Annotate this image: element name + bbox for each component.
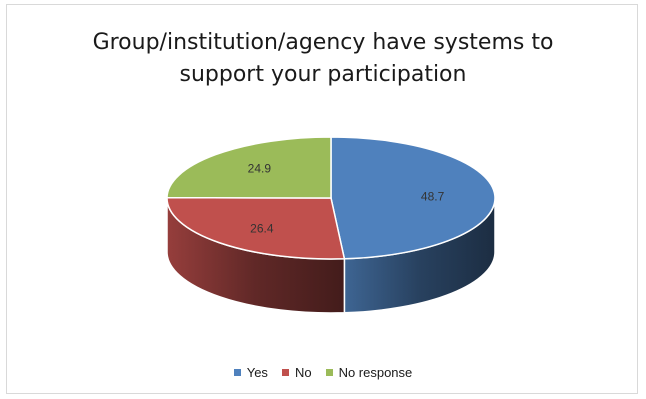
legend-swatch-no <box>281 369 289 376</box>
legend-swatch-no-response <box>325 369 333 376</box>
legend-swatch-yes <box>233 369 241 376</box>
legend-item-no: No <box>281 365 312 380</box>
data-label-yes: 48.7 <box>421 189 445 203</box>
legend-item-yes: Yes <box>233 365 268 380</box>
pie-chart: 48.7 26.4 24.9 <box>166 136 496 314</box>
legend-label-no: No <box>294 365 312 380</box>
pie-slice-yes <box>330 136 496 260</box>
chart-title: Group/institution/agency have systems to… <box>7 27 639 91</box>
pie-slice-no-response <box>166 136 332 199</box>
data-label-no: 26.4 <box>250 221 274 235</box>
legend-label-yes: Yes <box>246 365 268 380</box>
data-label-no-response: 24.9 <box>248 162 272 176</box>
chart-title-line-1: Group/institution/agency have systems to <box>92 30 554 55</box>
legend: Yes No No response <box>7 365 639 380</box>
legend-label-no-response: No response <box>338 365 413 380</box>
chart-frame: Group/institution/agency have systems to… <box>6 4 638 394</box>
chart-title-line-2: support your participation <box>179 62 467 87</box>
pie-slice-no <box>166 196 346 260</box>
legend-item-no-response: No response <box>325 365 413 380</box>
